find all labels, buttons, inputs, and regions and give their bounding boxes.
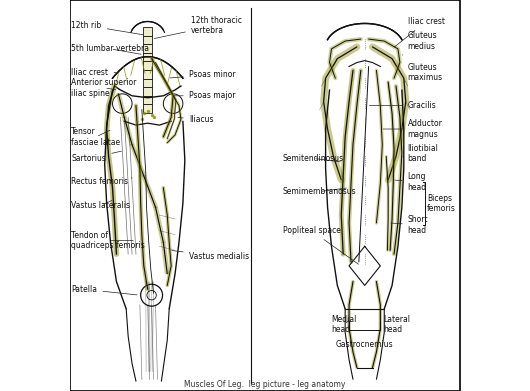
Text: Adductor
magnus: Adductor magnus: [383, 119, 443, 139]
FancyBboxPatch shape: [144, 87, 152, 96]
Polygon shape: [162, 242, 169, 274]
Text: Popliteal space: Popliteal space: [282, 226, 358, 264]
Text: Psoas minor: Psoas minor: [170, 70, 235, 79]
Text: Iliotibial
band: Iliotibial band: [402, 144, 439, 163]
FancyBboxPatch shape: [144, 53, 152, 61]
Text: Gracilis: Gracilis: [369, 101, 437, 110]
Text: Tendon of
quadriceps femoris: Tendon of quadriceps femoris: [72, 231, 145, 250]
Text: 12th thoracic
vertebra: 12th thoracic vertebra: [154, 16, 242, 39]
Text: Anterior superior
iliac spine: Anterior superior iliac spine: [72, 78, 137, 98]
Text: Biceps
femoris: Biceps femoris: [427, 194, 456, 213]
Text: Semitendinosus: Semitendinosus: [282, 154, 344, 163]
Text: Semimembranosus: Semimembranosus: [282, 187, 356, 196]
Text: Gluteus
maximus: Gluteus maximus: [404, 63, 443, 82]
Text: Vastus medialis: Vastus medialis: [172, 251, 249, 261]
Text: Short
head: Short head: [391, 215, 428, 235]
FancyBboxPatch shape: [144, 104, 152, 113]
Text: Iliac crest: Iliac crest: [394, 17, 445, 47]
Text: Tensor
fasciae latae: Tensor fasciae latae: [72, 127, 121, 147]
Text: Iliacus: Iliacus: [178, 115, 213, 124]
FancyBboxPatch shape: [144, 27, 152, 36]
Text: Gastrocnemius: Gastrocnemius: [336, 340, 393, 349]
Text: Psoas major: Psoas major: [174, 91, 235, 100]
Text: Sartorius: Sartorius: [72, 151, 121, 163]
Polygon shape: [122, 117, 134, 145]
Text: Lateral
head: Lateral head: [381, 315, 410, 334]
Polygon shape: [154, 207, 165, 242]
Polygon shape: [117, 94, 126, 117]
Polygon shape: [130, 145, 146, 176]
Text: Iliac crest: Iliac crest: [72, 68, 117, 77]
FancyBboxPatch shape: [144, 70, 152, 79]
FancyBboxPatch shape: [144, 79, 152, 87]
Text: Vastus lateralis: Vastus lateralis: [72, 201, 130, 210]
Text: Rectus femoris: Rectus femoris: [72, 177, 132, 187]
Text: 12th rib: 12th rib: [72, 21, 143, 35]
FancyBboxPatch shape: [144, 61, 152, 70]
FancyBboxPatch shape: [70, 0, 460, 391]
FancyBboxPatch shape: [144, 96, 152, 104]
Polygon shape: [142, 176, 157, 207]
Text: Medial
head: Medial head: [331, 315, 357, 334]
FancyBboxPatch shape: [144, 44, 152, 53]
FancyBboxPatch shape: [144, 36, 152, 44]
Text: 5th lumbar vertebra: 5th lumbar vertebra: [72, 44, 149, 54]
Text: Long
head: Long head: [395, 172, 427, 192]
Text: Muscles Of Leg.  leg picture - leg anatomy: Muscles Of Leg. leg picture - leg anatom…: [184, 380, 346, 389]
Text: Gluteus
medius: Gluteus medius: [402, 31, 437, 55]
Text: Patella: Patella: [72, 285, 137, 295]
